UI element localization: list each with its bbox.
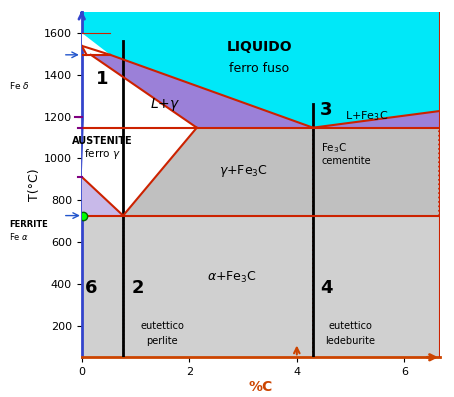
Polygon shape [82,33,110,55]
Polygon shape [91,55,313,128]
Text: Fe $\alpha$: Fe $\alpha$ [9,231,29,242]
Text: L+$\gamma$: L+$\gamma$ [150,96,180,112]
Text: 1: 1 [96,70,109,88]
Text: FERRITE: FERRITE [9,220,48,229]
Text: eutettico: eutettico [329,321,373,331]
Text: $\gamma$+Fe$_3$C: $\gamma$+Fe$_3$C [218,163,267,179]
Text: perlite: perlite [147,335,178,345]
Polygon shape [82,177,123,216]
Text: $\alpha$+Fe$_3$C: $\alpha$+Fe$_3$C [207,270,257,285]
Polygon shape [123,128,440,216]
Polygon shape [82,12,440,128]
Text: Fe $\delta$: Fe $\delta$ [9,80,30,91]
Text: cementite: cementite [321,156,370,166]
Text: 6: 6 [85,279,98,297]
Polygon shape [82,55,197,216]
Text: eutettico: eutettico [140,321,184,331]
Text: ferro $\gamma$: ferro $\gamma$ [84,147,121,161]
Text: ledeburite: ledeburite [326,335,375,345]
Text: 2: 2 [132,279,144,297]
Text: AUSTENITE: AUSTENITE [72,136,133,146]
X-axis label: %C: %C [249,380,273,394]
Text: 4: 4 [320,279,333,297]
Text: Fe$_3$C: Fe$_3$C [321,141,347,155]
Y-axis label: T(°C): T(°C) [28,168,41,201]
Polygon shape [313,111,440,128]
Text: L+Fe$_3$C: L+Fe$_3$C [345,110,388,123]
Text: 3: 3 [320,101,333,119]
Text: LIQUIDO: LIQUIDO [227,40,292,54]
Text: ferro fuso: ferro fuso [229,62,289,75]
Polygon shape [82,216,440,357]
